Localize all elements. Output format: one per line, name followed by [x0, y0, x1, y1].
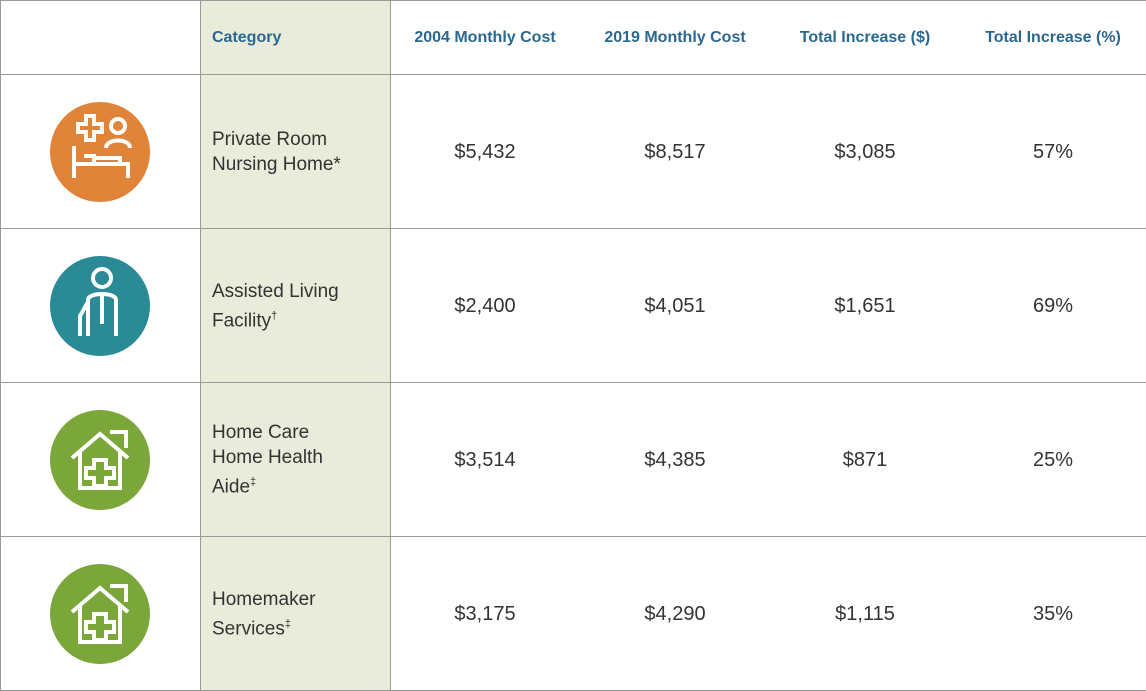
value-text: $2,400	[454, 294, 516, 317]
value-cell: $4,051	[580, 229, 770, 383]
value-text: 35%	[1032, 602, 1074, 625]
value-text: $1,651	[834, 294, 896, 317]
icon	[50, 410, 150, 510]
category-cell: Assisted Living Facility†	[200, 229, 390, 383]
category-line-text: Facility	[212, 310, 272, 332]
header-cell: 2004 Monthly Cost	[390, 0, 580, 75]
row-divider	[0, 382, 1146, 383]
category-line: Private Room	[212, 127, 341, 152]
footnote-mark: †	[271, 309, 278, 322]
category-text: Homemaker Services‡	[212, 587, 315, 641]
value-cell: $1,115	[770, 537, 960, 691]
row-icon	[0, 75, 200, 229]
value-cell: $3,514	[390, 383, 580, 537]
value-cell: $4,290	[580, 537, 770, 691]
value-cell: $871	[770, 383, 960, 537]
value-cell: $5,432	[390, 75, 580, 229]
value-text: $8,517	[644, 140, 706, 163]
footnote-mark: ‡	[284, 617, 291, 630]
column-divider	[200, 0, 201, 691]
value-cell: $8,517	[580, 75, 770, 229]
value-cell: 35%	[960, 537, 1146, 691]
value-cell: 57%	[960, 75, 1146, 229]
value-cell: $1,651	[770, 229, 960, 383]
value-text: $4,290	[644, 602, 706, 625]
category-line-text: Private Room	[212, 129, 328, 150]
value-cell: $4,385	[580, 383, 770, 537]
category-cell: Private Room Nursing Home*	[200, 75, 390, 229]
category-text: Home Care Home Health Aide‡	[212, 420, 323, 499]
category-line-text: Assisted Living	[212, 280, 339, 302]
category-line: Aide‡	[212, 470, 323, 499]
row-icon	[0, 229, 200, 383]
column-divider	[390, 0, 391, 691]
icon	[50, 564, 150, 664]
category-text: Assisted Living Facility†	[212, 279, 339, 333]
value-cell: $3,175	[390, 537, 580, 691]
header-text: 2004 Monthly Cost	[414, 28, 556, 46]
value-text: $871	[842, 448, 888, 471]
row-icon	[0, 383, 200, 537]
row-icon	[0, 537, 200, 691]
value-text: $3,085	[834, 140, 896, 163]
category-line: Facility†	[212, 304, 339, 333]
header-cell: Category	[200, 0, 390, 75]
category-line: Home Care	[212, 420, 323, 445]
header-cell: Total Increase ($)	[770, 0, 960, 75]
category-line: Services‡	[212, 612, 315, 641]
value-text: $3,175	[454, 602, 516, 625]
icon	[50, 102, 150, 202]
value-text: 25%	[1032, 448, 1074, 471]
value-cell: $3,085	[770, 75, 960, 229]
category-line-text: Services	[212, 618, 285, 640]
header-cell: Total Increase (%)	[960, 0, 1146, 75]
category-cell: Homemaker Services‡	[200, 537, 390, 691]
row-divider	[0, 536, 1146, 537]
header-text: Category	[212, 28, 282, 46]
category-line-text: Home Health	[212, 447, 323, 469]
category-line-text: Aide	[212, 476, 251, 498]
header-cell	[0, 0, 200, 75]
header-text: 2019 Monthly Cost	[604, 28, 746, 46]
category-line-text: Nursing Home*	[212, 154, 341, 175]
value-text: 57%	[1032, 140, 1074, 163]
header-cell: 2019 Monthly Cost	[580, 0, 770, 75]
category-line: Assisted Living	[212, 279, 339, 304]
category-line-text: Home Care	[212, 422, 310, 444]
category-text: Private Room Nursing Home*	[212, 127, 341, 177]
value-cell: $2,400	[390, 229, 580, 383]
value-text: $1,115	[835, 602, 895, 625]
value-cell: 25%	[960, 383, 1146, 537]
value-text: $4,051	[644, 294, 706, 317]
category-line: Nursing Home*	[212, 152, 341, 177]
category-line-text: Homemaker	[212, 588, 316, 610]
header-text: Total Increase ($)	[799, 28, 931, 46]
category-line: Homemaker	[212, 587, 315, 612]
value-text: $3,514	[454, 448, 516, 471]
value-text: $4,385	[644, 448, 706, 471]
category-cell: Home Care Home Health Aide‡	[200, 383, 390, 537]
value-cell: 69%	[960, 229, 1146, 383]
value-text: $5,432	[454, 140, 516, 163]
column-divider	[0, 0, 1, 691]
row-divider	[0, 228, 1146, 229]
header-text: Total Increase (%)	[985, 28, 1121, 46]
icon	[50, 256, 150, 356]
category-line: Home Health	[212, 445, 323, 470]
value-text: 69%	[1032, 294, 1074, 317]
footnote-mark: ‡	[250, 476, 257, 489]
